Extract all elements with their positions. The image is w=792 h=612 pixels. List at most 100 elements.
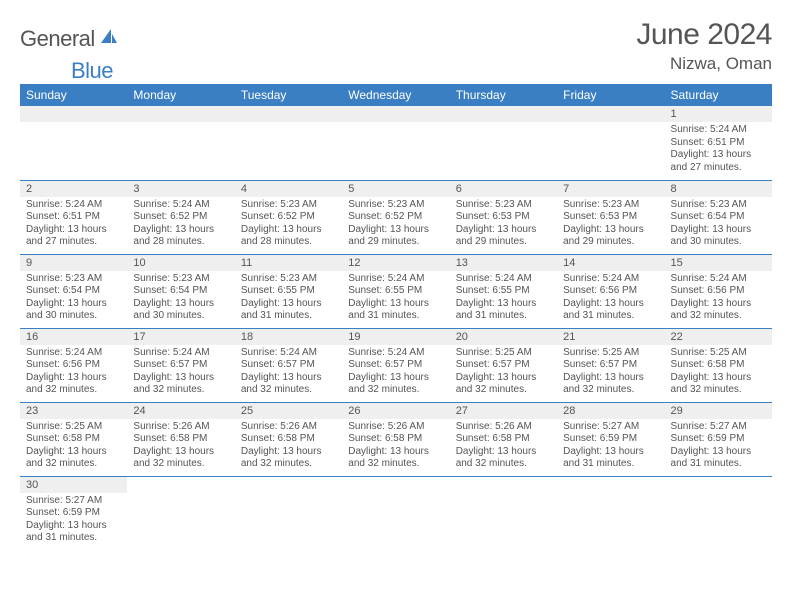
day-number: 17 [127,329,234,345]
sunrise-line: Sunrise: 5:24 AM [348,273,443,286]
day-number: 3 [127,181,234,197]
weekday-header: Thursday [450,84,557,106]
sunset-line: Sunset: 6:56 PM [563,285,658,298]
sunset-line: Sunset: 6:56 PM [26,359,121,372]
day-number: 6 [450,181,557,197]
day-body: Sunrise: 5:23 AM Sunset: 6:52 PM Dayligh… [235,197,342,253]
sunrise-line: Sunrise: 5:23 AM [348,199,443,212]
daylight-line: Daylight: 13 hours and 30 minutes. [671,224,766,249]
daylight-line: Daylight: 13 hours and 32 minutes. [241,446,336,471]
header: General June 2024 Nizwa, Oman [20,18,772,74]
day-cell: 15 Sunrise: 5:24 AM Sunset: 6:56 PM Dayl… [665,254,772,328]
day-body: Sunrise: 5:24 AM Sunset: 6:55 PM Dayligh… [450,271,557,327]
day-number: 28 [557,403,664,419]
sunrise-line: Sunrise: 5:24 AM [671,273,766,286]
daylight-line: Daylight: 13 hours and 32 minutes. [26,446,121,471]
empty-cell [127,106,234,180]
sunrise-line: Sunrise: 5:23 AM [133,273,228,286]
day-body: Sunrise: 5:27 AM Sunset: 6:59 PM Dayligh… [665,419,772,475]
daylight-line: Daylight: 13 hours and 31 minutes. [563,446,658,471]
week-row: 23 Sunrise: 5:25 AM Sunset: 6:58 PM Dayl… [20,402,772,476]
empty-cell [20,106,127,180]
sunrise-line: Sunrise: 5:24 AM [26,347,121,360]
day-body: Sunrise: 5:24 AM Sunset: 6:56 PM Dayligh… [557,271,664,327]
day-cell: 4 Sunrise: 5:23 AM Sunset: 6:52 PM Dayli… [235,180,342,254]
empty-cell [342,106,449,180]
sunrise-line: Sunrise: 5:23 AM [241,273,336,286]
day-cell: 22 Sunrise: 5:25 AM Sunset: 6:58 PM Dayl… [665,328,772,402]
day-body: Sunrise: 5:26 AM Sunset: 6:58 PM Dayligh… [450,419,557,475]
sunset-line: Sunset: 6:52 PM [348,211,443,224]
day-body: Sunrise: 5:24 AM Sunset: 6:57 PM Dayligh… [235,345,342,401]
sunrise-line: Sunrise: 5:23 AM [26,273,121,286]
day-cell: 20 Sunrise: 5:25 AM Sunset: 6:57 PM Dayl… [450,328,557,402]
day-cell: 10 Sunrise: 5:23 AM Sunset: 6:54 PM Dayl… [127,254,234,328]
day-body: Sunrise: 5:24 AM Sunset: 6:51 PM Dayligh… [665,122,772,178]
daylight-line: Daylight: 13 hours and 32 minutes. [671,372,766,397]
week-row: 30 Sunrise: 5:27 AM Sunset: 6:59 PM Dayl… [20,476,772,550]
week-row: 1 Sunrise: 5:24 AM Sunset: 6:51 PM Dayli… [20,106,772,180]
day-number: 19 [342,329,449,345]
day-cell: 16 Sunrise: 5:24 AM Sunset: 6:56 PM Dayl… [20,328,127,402]
daylight-line: Daylight: 13 hours and 30 minutes. [26,298,121,323]
daylight-line: Daylight: 13 hours and 28 minutes. [241,224,336,249]
weekday-header: Saturday [665,84,772,106]
day-body: Sunrise: 5:24 AM Sunset: 6:56 PM Dayligh… [665,271,772,327]
empty-cell [235,476,342,550]
day-number: 23 [20,403,127,419]
day-number: 20 [450,329,557,345]
daylight-line: Daylight: 13 hours and 31 minutes. [456,298,551,323]
sunrise-line: Sunrise: 5:24 AM [26,199,121,212]
empty-daynum [127,106,234,122]
day-number: 7 [557,181,664,197]
daylight-line: Daylight: 13 hours and 32 minutes. [456,372,551,397]
sunset-line: Sunset: 6:52 PM [241,211,336,224]
day-body: Sunrise: 5:25 AM Sunset: 6:58 PM Dayligh… [665,345,772,401]
sunset-line: Sunset: 6:55 PM [456,285,551,298]
week-row: 16 Sunrise: 5:24 AM Sunset: 6:56 PM Dayl… [20,328,772,402]
empty-cell [665,476,772,550]
day-body: Sunrise: 5:23 AM Sunset: 6:54 PM Dayligh… [665,197,772,253]
day-cell: 11 Sunrise: 5:23 AM Sunset: 6:55 PM Dayl… [235,254,342,328]
day-cell: 26 Sunrise: 5:26 AM Sunset: 6:58 PM Dayl… [342,402,449,476]
sunset-line: Sunset: 6:58 PM [348,433,443,446]
daylight-line: Daylight: 13 hours and 31 minutes. [26,520,121,545]
day-body: Sunrise: 5:25 AM Sunset: 6:58 PM Dayligh… [20,419,127,475]
day-number: 2 [20,181,127,197]
weekday-header-row: Sunday Monday Tuesday Wednesday Thursday… [20,84,772,106]
empty-cell [127,476,234,550]
day-cell: 2 Sunrise: 5:24 AM Sunset: 6:51 PM Dayli… [20,180,127,254]
day-cell: 21 Sunrise: 5:25 AM Sunset: 6:57 PM Dayl… [557,328,664,402]
weekday-header: Friday [557,84,664,106]
sunset-line: Sunset: 6:58 PM [241,433,336,446]
empty-daynum [235,106,342,122]
sunset-line: Sunset: 6:52 PM [133,211,228,224]
empty-daynum [557,106,664,122]
day-cell: 3 Sunrise: 5:24 AM Sunset: 6:52 PM Dayli… [127,180,234,254]
day-number: 10 [127,255,234,271]
daylight-line: Daylight: 13 hours and 31 minutes. [671,446,766,471]
day-body: Sunrise: 5:23 AM Sunset: 6:52 PM Dayligh… [342,197,449,253]
day-number: 29 [665,403,772,419]
day-number: 15 [665,255,772,271]
daylight-line: Daylight: 13 hours and 32 minutes. [241,372,336,397]
sunrise-line: Sunrise: 5:23 AM [241,199,336,212]
sunrise-line: Sunrise: 5:26 AM [456,421,551,434]
day-body: Sunrise: 5:25 AM Sunset: 6:57 PM Dayligh… [450,345,557,401]
empty-cell [342,476,449,550]
location: Nizwa, Oman [636,54,772,74]
sunset-line: Sunset: 6:58 PM [671,359,766,372]
sunrise-line: Sunrise: 5:24 AM [456,273,551,286]
day-body: Sunrise: 5:23 AM Sunset: 6:53 PM Dayligh… [557,197,664,253]
day-number: 18 [235,329,342,345]
sunrise-line: Sunrise: 5:25 AM [671,347,766,360]
day-cell: 23 Sunrise: 5:25 AM Sunset: 6:58 PM Dayl… [20,402,127,476]
daylight-line: Daylight: 13 hours and 32 minutes. [456,446,551,471]
day-number: 21 [557,329,664,345]
empty-daynum [342,106,449,122]
daylight-line: Daylight: 13 hours and 28 minutes. [133,224,228,249]
empty-cell [450,106,557,180]
day-number: 1 [665,106,772,122]
daylight-line: Daylight: 13 hours and 30 minutes. [133,298,228,323]
sunrise-line: Sunrise: 5:24 AM [348,347,443,360]
